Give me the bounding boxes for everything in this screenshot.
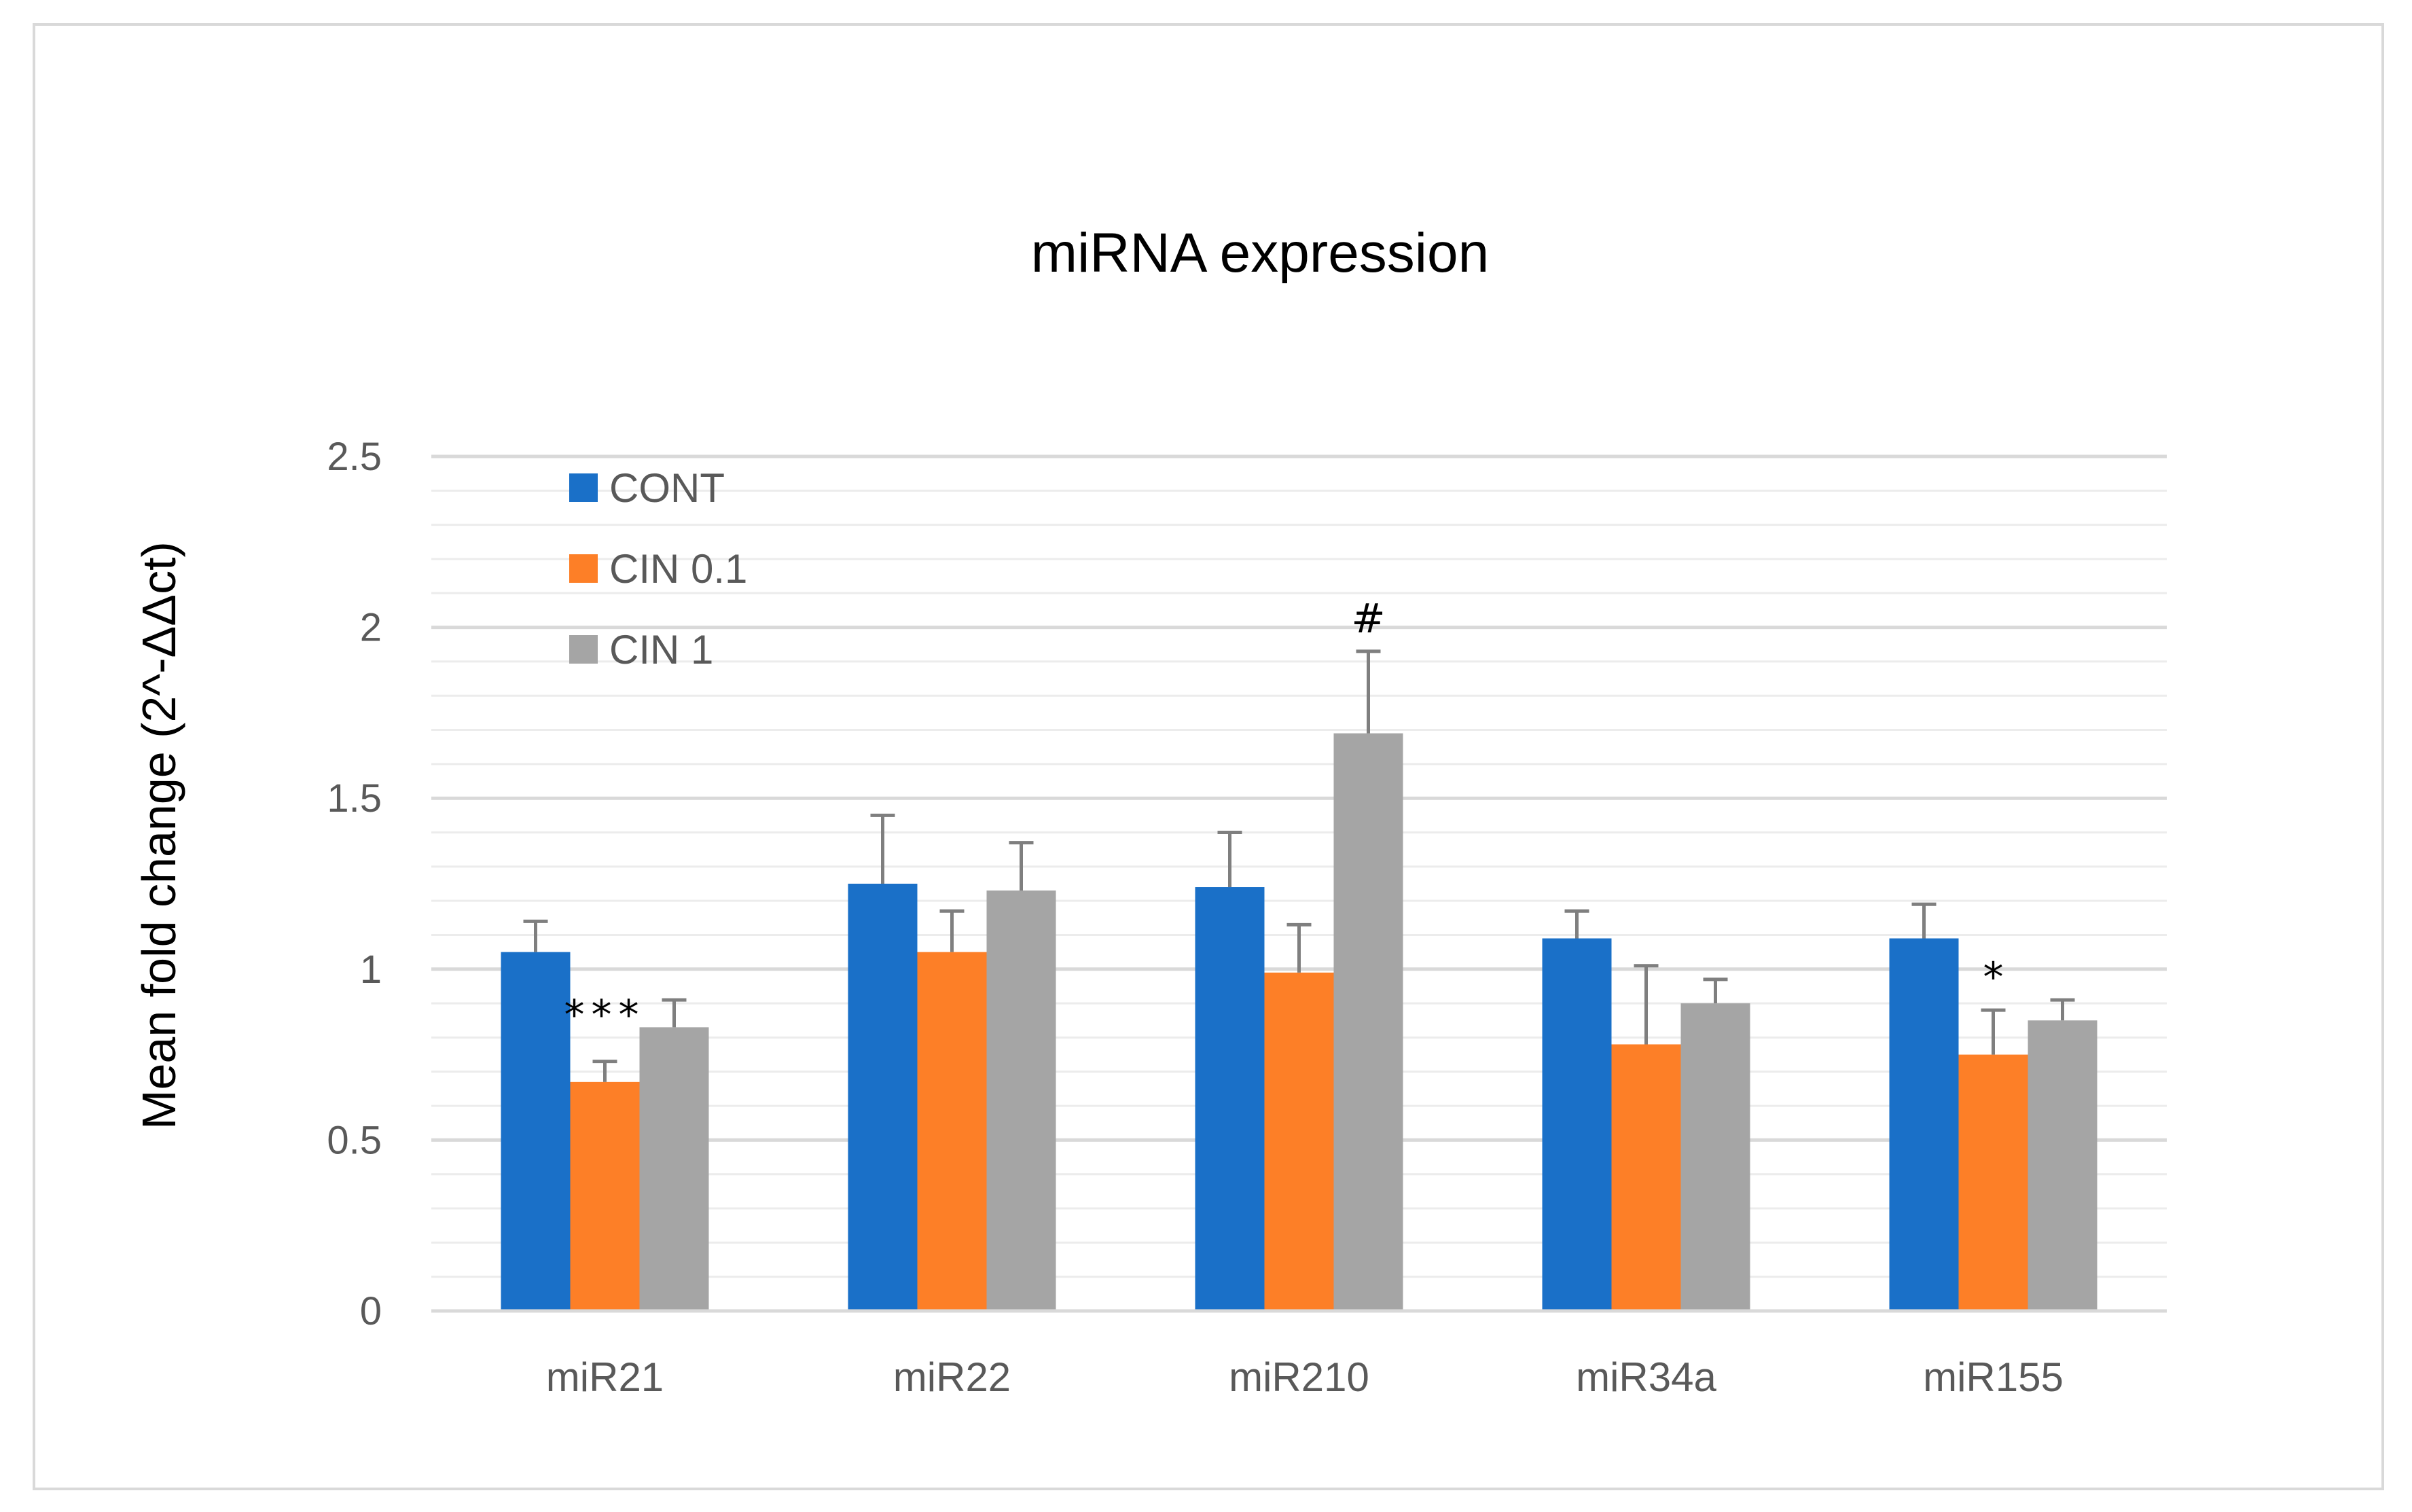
x-tick-label: miR21 xyxy=(546,1354,664,1400)
axis-layer: 0 0.5 1 1.5 2 2.5 miR21 miR22 miR210 miR34a miR155 xyxy=(327,435,2167,1400)
x-tick-label: miR210 xyxy=(1229,1354,1369,1400)
bar-miR21-cin-1 xyxy=(639,1027,709,1311)
bar-miR210-cont xyxy=(1195,887,1265,1311)
bar-miR21-cin-0-1 xyxy=(570,1081,640,1311)
bar-miR22-cont xyxy=(848,884,918,1311)
x-tick-label: miR34a xyxy=(1576,1354,1716,1400)
legend-label: CONT xyxy=(609,465,725,511)
bar-miR34a-cin-1 xyxy=(1680,1003,1750,1311)
grid-layer xyxy=(431,454,2167,1278)
bar-miR34a-cin-0-1 xyxy=(1611,1044,1681,1311)
bar-miR22-cin-0-1 xyxy=(917,952,987,1311)
bar-miR22-cin-1 xyxy=(986,890,1056,1311)
legend-swatch xyxy=(569,473,598,502)
x-tick-label: miR22 xyxy=(893,1354,1011,1400)
bar-miR34a-cont xyxy=(1542,938,1612,1311)
bar-miR210-cin-1 xyxy=(1333,733,1403,1311)
y-tick-label: 1 xyxy=(360,948,382,992)
significance-marker: # xyxy=(1351,595,1385,643)
x-tick-label: miR155 xyxy=(1923,1354,2064,1400)
y-tick-label: 0 xyxy=(360,1289,382,1333)
bar-miR155-cont xyxy=(1889,938,1959,1311)
bar-miR21-cont xyxy=(501,952,571,1311)
legend: CONT CIN 0.1 CIN 1 xyxy=(569,465,747,672)
legend-swatch xyxy=(569,554,598,583)
y-tick-label: 2 xyxy=(360,606,382,650)
y-tick-label: 2.5 xyxy=(327,435,382,479)
bars-layer: *** # * xyxy=(501,595,2098,1311)
significance-marker: * xyxy=(1983,954,2004,1001)
significance-marker: *** xyxy=(564,991,646,1039)
bar-miR155-cin-1 xyxy=(2028,1020,2098,1311)
bar-miR210-cin-0-1 xyxy=(1264,972,1334,1311)
bar-miR155-cin-0-1 xyxy=(1958,1054,2028,1311)
legend-label: CIN 1 xyxy=(609,627,713,672)
chart-title: miRNA expression xyxy=(1031,222,1489,284)
legend-label: CIN 0.1 xyxy=(609,546,747,592)
y-tick-label: 1.5 xyxy=(327,776,382,821)
y-tick-label: 0.5 xyxy=(327,1118,382,1162)
legend-swatch xyxy=(569,635,598,664)
y-axis-label: Mean fold change (2^-ΔΔct) xyxy=(132,541,185,1130)
